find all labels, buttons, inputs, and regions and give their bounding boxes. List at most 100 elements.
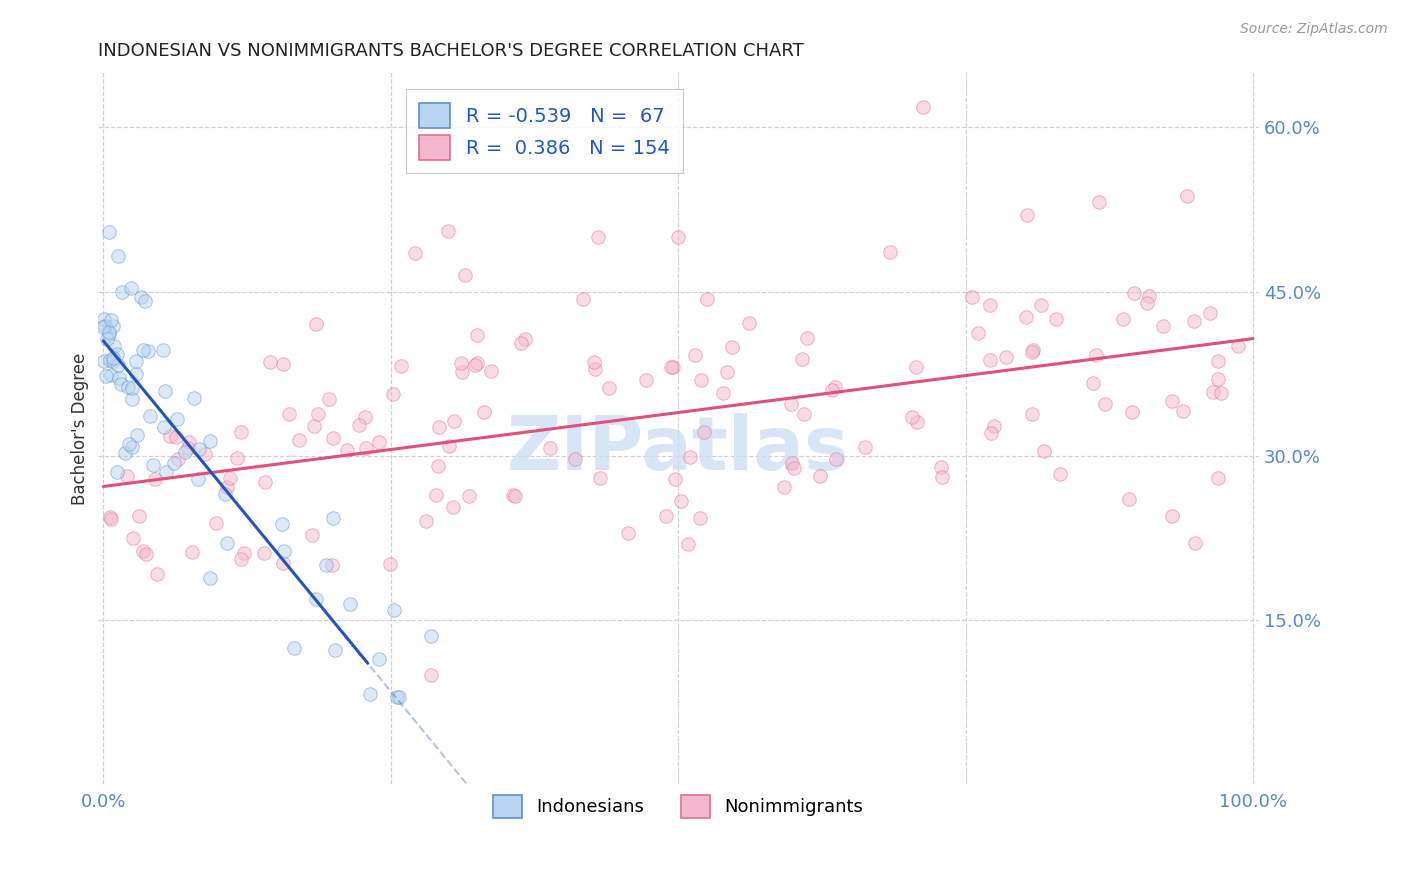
Point <box>1088 195 1111 210</box>
Point <box>139 409 162 423</box>
Point <box>655 509 678 524</box>
Point <box>134 294 156 309</box>
Point <box>125 353 148 368</box>
Point <box>277 407 299 421</box>
Point <box>420 629 443 643</box>
Point <box>270 517 292 532</box>
Point <box>995 350 1018 364</box>
Point <box>301 528 323 542</box>
Point <box>96 332 118 346</box>
Point <box>980 425 1002 440</box>
Point <box>388 690 411 704</box>
Point <box>93 312 115 326</box>
Point <box>325 642 347 657</box>
Point <box>105 466 128 480</box>
Point <box>853 440 876 454</box>
Point <box>389 359 412 373</box>
Point <box>347 417 370 432</box>
Point <box>589 471 612 485</box>
Point <box>879 245 901 260</box>
Point <box>472 405 495 419</box>
Point <box>121 440 143 454</box>
Point <box>808 468 831 483</box>
Point <box>359 687 381 701</box>
Point <box>564 452 586 467</box>
Point <box>572 292 595 306</box>
Point <box>820 383 842 397</box>
Point <box>427 459 450 474</box>
Point <box>100 368 122 382</box>
Point <box>232 546 254 560</box>
Point <box>339 597 361 611</box>
Point <box>163 456 186 470</box>
Point <box>443 413 465 427</box>
Point <box>1202 385 1225 400</box>
Point <box>583 362 606 376</box>
Point <box>194 447 217 461</box>
Text: INDONESIAN VS NONIMMIGRANTS BACHELOR'S DEGREE CORRELATION CHART: INDONESIAN VS NONIMMIGRANTS BACHELOR'S D… <box>97 42 803 60</box>
Point <box>103 339 125 353</box>
Point <box>100 512 122 526</box>
Point <box>97 325 120 339</box>
Point <box>905 415 928 429</box>
Point <box>218 471 240 485</box>
Point <box>967 326 990 341</box>
Point <box>711 386 734 401</box>
Point <box>322 510 344 524</box>
Point <box>259 355 281 369</box>
Point <box>931 460 953 475</box>
Point <box>505 490 527 504</box>
Point <box>780 456 803 470</box>
Point <box>689 511 711 525</box>
Point <box>1161 509 1184 524</box>
Point <box>378 558 401 572</box>
Point <box>1081 376 1104 390</box>
Point <box>979 297 1001 311</box>
Point <box>616 526 638 541</box>
Point <box>177 434 200 449</box>
Point <box>142 458 165 472</box>
Point <box>101 353 124 368</box>
Point <box>1152 318 1174 333</box>
Point <box>796 331 818 345</box>
Point <box>117 380 139 394</box>
Point <box>180 545 202 559</box>
Point <box>960 290 983 304</box>
Point <box>93 319 115 334</box>
Point <box>1182 314 1205 328</box>
Point <box>253 547 276 561</box>
Point <box>510 335 533 350</box>
Point <box>1208 372 1230 386</box>
Y-axis label: Bachelor's Degree: Bachelor's Degree <box>72 352 89 505</box>
Point <box>716 365 738 379</box>
Point <box>110 377 132 392</box>
Point <box>167 452 190 467</box>
Point <box>288 433 311 447</box>
Point <box>1208 471 1230 485</box>
Point <box>132 343 155 357</box>
Point <box>1021 407 1043 421</box>
Point <box>664 472 686 486</box>
Point <box>307 407 329 421</box>
Point <box>1175 189 1198 203</box>
Point <box>1136 296 1159 310</box>
Point <box>450 356 472 370</box>
Point <box>121 531 143 545</box>
Point <box>153 384 176 399</box>
Point <box>107 249 129 263</box>
Point <box>598 381 620 395</box>
Point <box>105 347 128 361</box>
Point <box>271 556 294 570</box>
Point <box>111 285 134 299</box>
Point <box>825 452 848 467</box>
Point <box>1084 348 1107 362</box>
Point <box>107 358 129 372</box>
Point <box>204 516 226 530</box>
Point <box>912 100 935 114</box>
Point <box>135 547 157 561</box>
Point <box>1049 467 1071 481</box>
Point <box>1161 394 1184 409</box>
Point <box>404 245 426 260</box>
Point <box>415 514 437 528</box>
Point <box>302 418 325 433</box>
